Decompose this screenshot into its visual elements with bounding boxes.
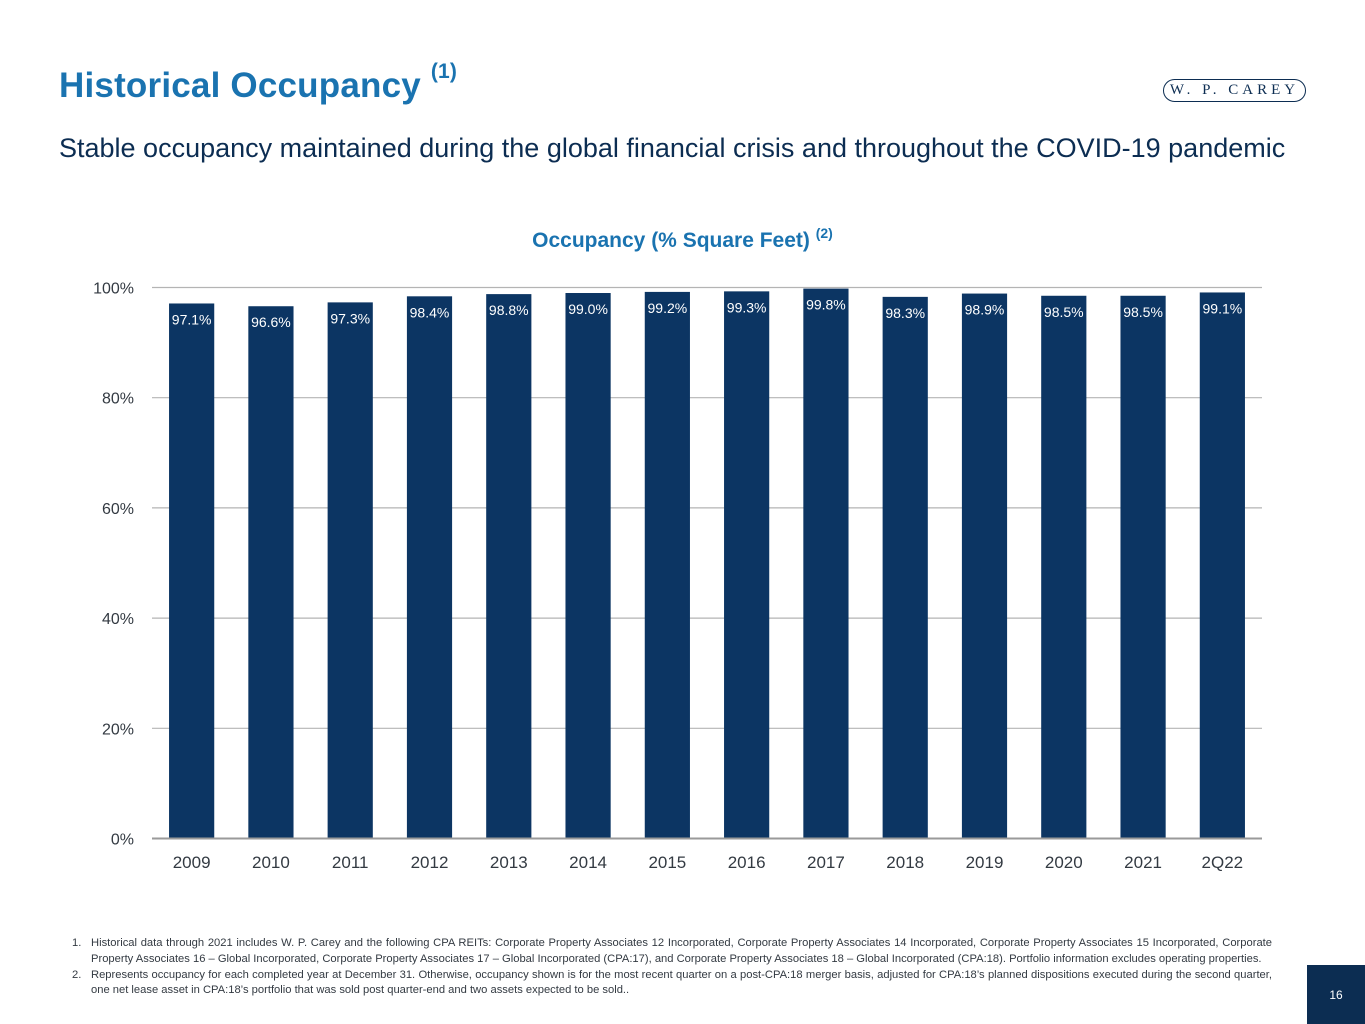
page-number: 16 bbox=[1307, 965, 1365, 1024]
data-label: 97.3% bbox=[330, 310, 370, 326]
data-label: 99.3% bbox=[727, 299, 767, 315]
gridlines bbox=[152, 286, 1262, 729]
axes: 0% 20% 40% 60% 80% 100% 2009 2010 2011 2012 2013 20… bbox=[93, 281, 1262, 872]
data-label: 99.0% bbox=[568, 301, 608, 317]
chart-title: Occupancy (% Square Feet) (2) bbox=[0, 225, 1365, 253]
y-tick-label: 100% bbox=[93, 281, 134, 298]
x-tick-label: 2014 bbox=[569, 853, 607, 872]
y-tick-label: 0% bbox=[111, 832, 134, 849]
x-tick-label: 2013 bbox=[490, 853, 528, 872]
x-tick-label: 2020 bbox=[1045, 853, 1083, 872]
y-tick-label: 40% bbox=[102, 611, 134, 628]
footnote-number: 2. bbox=[72, 968, 82, 981]
x-tick-label: 2015 bbox=[648, 853, 686, 872]
page-title-text: Historical Occupancy bbox=[59, 66, 421, 105]
x-tick-label: 2018 bbox=[886, 853, 924, 872]
bar bbox=[644, 291, 690, 839]
x-tick-label: 2011 bbox=[332, 853, 369, 872]
bar bbox=[724, 291, 770, 839]
footnote-text: Historical data through 2021 includes W.… bbox=[91, 937, 1272, 965]
bar bbox=[803, 288, 849, 839]
bar bbox=[1199, 292, 1245, 839]
data-label: 98.5% bbox=[1123, 304, 1163, 320]
data-label: 98.5% bbox=[1044, 304, 1084, 320]
x-tick-label: 2012 bbox=[411, 853, 449, 872]
page-title: Historical Occupancy (1) bbox=[59, 60, 457, 106]
bar bbox=[882, 296, 928, 839]
bars bbox=[169, 288, 1245, 839]
data-label: 99.2% bbox=[648, 300, 688, 316]
chart-title-footnote-ref: (2) bbox=[815, 225, 833, 241]
x-tick-label: 2021 bbox=[1124, 853, 1162, 872]
data-label: 98.8% bbox=[489, 302, 529, 318]
page-subtitle: Stable occupancy maintained during the g… bbox=[59, 133, 1286, 163]
bar bbox=[248, 306, 294, 839]
footnotes: 1. Historical data through 2021 includes … bbox=[72, 936, 1272, 999]
footnote-text: Represents occupancy for each completed … bbox=[91, 968, 1272, 997]
x-tick-label: 2017 bbox=[807, 853, 845, 872]
x-tick-label: 2016 bbox=[728, 853, 766, 872]
y-tick-label: 60% bbox=[102, 501, 134, 518]
bar bbox=[327, 302, 373, 839]
data-label: 96.6% bbox=[251, 314, 291, 330]
data-labels: 97.1% 96.6% 97.3% 98.4% 98.8% 99.0% 99.2% 99.3%… bbox=[172, 297, 1242, 331]
bar bbox=[961, 293, 1008, 839]
data-label: 99.8% bbox=[806, 297, 846, 313]
y-tick-label: 80% bbox=[102, 391, 134, 408]
bar bbox=[565, 293, 611, 839]
data-label: 98.9% bbox=[965, 302, 1005, 318]
bar bbox=[406, 296, 453, 839]
bar bbox=[169, 303, 215, 839]
x-tick-label: 2010 bbox=[252, 853, 290, 872]
bar bbox=[486, 294, 532, 839]
data-label: 99.1% bbox=[1203, 300, 1243, 316]
footnote-2: 2. Represents occupancy for each complete… bbox=[72, 968, 1272, 1000]
data-label: 98.4% bbox=[410, 304, 450, 320]
bar bbox=[1120, 295, 1166, 839]
company-logo: W. P. CAREY bbox=[1163, 79, 1306, 102]
footnote-number: 1. bbox=[72, 937, 82, 949]
data-label: 97.1% bbox=[172, 311, 212, 327]
x-tick-label: 2009 bbox=[173, 853, 211, 872]
title-footnote-ref: (1) bbox=[430, 60, 458, 83]
data-label: 98.3% bbox=[885, 305, 925, 321]
bar bbox=[1041, 295, 1087, 839]
chart-title-text: Occupancy (% Square Feet) bbox=[532, 229, 810, 252]
footnote-1: 1. Historical data through 2021 includes … bbox=[72, 936, 1272, 968]
x-tick-label: 2Q22 bbox=[1202, 853, 1244, 872]
x-tick-label: 2019 bbox=[966, 853, 1004, 872]
y-tick-label: 20% bbox=[102, 721, 134, 738]
